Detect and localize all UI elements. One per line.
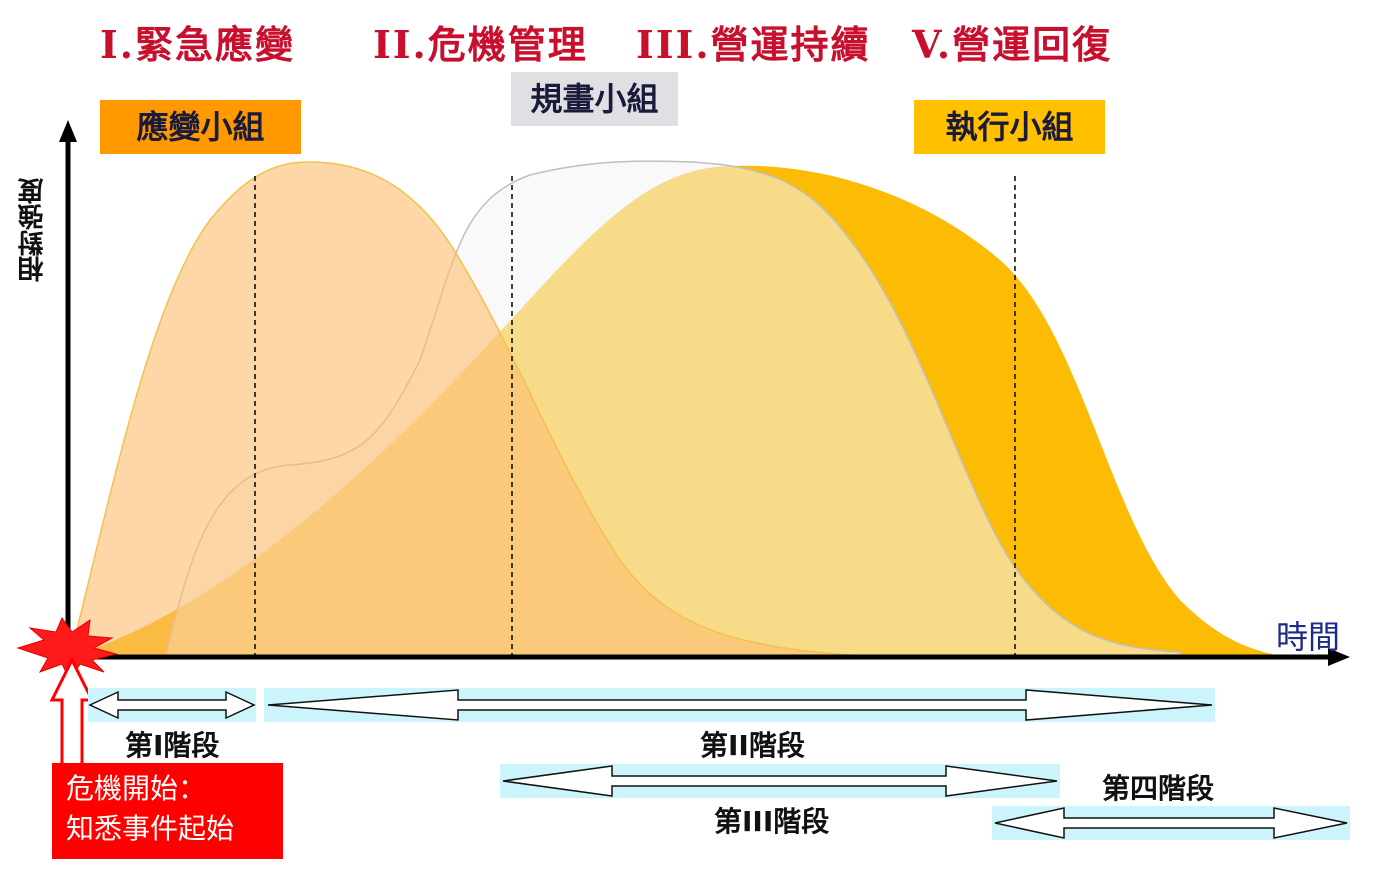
response-team-box: 應變小組 [100, 100, 301, 154]
y-axis-arrowhead [59, 120, 77, 142]
x-axis-arrowhead [1328, 648, 1350, 666]
crisis-start-box: 危機開始： 知悉事件起始 [52, 763, 283, 859]
phase-title-business-continuity: III.營運持續 [636, 22, 871, 67]
y-axis-label: 相對強度 [18, 178, 48, 282]
phase-title-crisis-management: II.危機管理 [373, 22, 588, 67]
stage4-label: 第四階段 [1102, 772, 1215, 805]
stage1-label: 第I階段 [125, 729, 220, 762]
planning-team-box: 規畫小組 [511, 72, 678, 126]
x-axis-label: 時間 [1276, 618, 1341, 656]
crisis-burst-icon [16, 616, 118, 682]
response-team-curve [69, 161, 886, 658]
execution-team-box: 執行小組 [914, 100, 1105, 154]
stage3-label: 第III階段 [714, 805, 830, 838]
stage2-double-arrow [267, 689, 1213, 721]
stage1-double-arrow [88, 690, 256, 720]
stage3-double-arrow [502, 765, 1058, 797]
crisis-start-line2: 知悉事件起始 [66, 812, 235, 845]
phase-title-business-recovery: V.營運回復 [912, 22, 1113, 67]
stage2-label: 第II階段 [700, 729, 805, 762]
crisis-start-line1: 危機開始： [66, 772, 207, 805]
stage4-double-arrow [994, 807, 1348, 839]
phase-title-emergency-response: I.緊急應變 [100, 22, 296, 67]
crisis-start-arrow-icon [49, 656, 95, 772]
